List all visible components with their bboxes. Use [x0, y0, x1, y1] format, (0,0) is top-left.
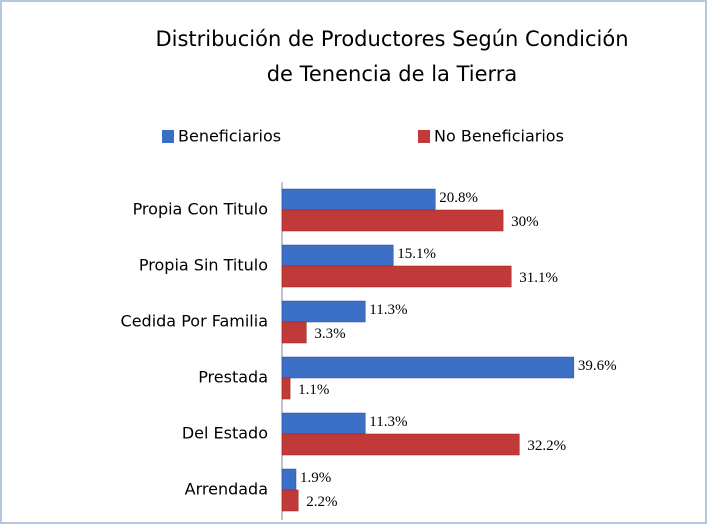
bar: [281, 209, 504, 232]
category-label: Del Estado: [182, 424, 268, 443]
bar: [281, 489, 299, 512]
value-label: 11.3%: [369, 302, 407, 318]
category-label: Propia Sin Titulo: [139, 256, 268, 275]
category-label: Propia Con Titulo: [133, 200, 268, 219]
legend-label: No Beneficiarios: [434, 127, 564, 146]
value-label: 20.8%: [439, 190, 478, 206]
bar: [281, 321, 307, 344]
value-label: 15.1%: [397, 246, 436, 262]
bar: [281, 433, 520, 456]
value-label: 2.2%: [306, 494, 337, 510]
legend-label: Beneficiarios: [178, 127, 281, 146]
legend-swatch: [162, 130, 174, 143]
bar: [281, 377, 291, 400]
chart-title: Distribución de Productores Según Condic…: [155, 27, 628, 51]
bar: [281, 356, 575, 379]
value-label: 11.3%: [369, 414, 407, 430]
value-label: 1.9%: [300, 470, 331, 486]
bar: [281, 188, 436, 211]
bar: [281, 244, 394, 267]
bar: [281, 300, 366, 323]
value-label: 39.6%: [578, 358, 617, 374]
value-label: 32.2%: [527, 438, 566, 454]
category-label: Prestada: [198, 368, 268, 387]
category-label: Cedida Por Familia: [121, 312, 268, 331]
value-label: 3.3%: [314, 326, 345, 342]
bar: [281, 412, 366, 435]
chart-title: de Tenencia de la Tierra: [267, 62, 518, 86]
value-label: 30%: [511, 214, 538, 230]
legend-swatch: [418, 130, 430, 143]
bar: [281, 265, 512, 288]
bar: [281, 468, 297, 491]
category-label: Arrendada: [185, 480, 268, 499]
value-label: 31.1%: [519, 270, 558, 286]
value-label: 1.1%: [298, 382, 329, 398]
